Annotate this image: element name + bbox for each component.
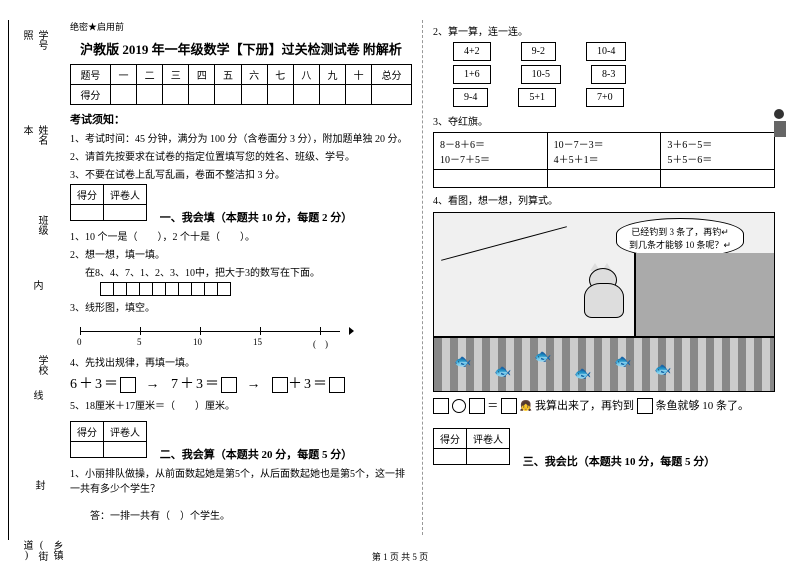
section2-title: 二、我会算（本题共 20 分，每题 5 分） bbox=[160, 446, 353, 462]
margin-xuexiao: 学校 bbox=[34, 355, 49, 375]
fish-icon: 🐟 bbox=[574, 366, 591, 383]
fish-icon: 🐟 bbox=[654, 362, 671, 379]
result-equation: ＝ 👧 我算出来了，再钓到 条鱼就够 10 条了。 bbox=[433, 397, 775, 414]
section3-title: 三、我会比（本题共 10 分，每题 5 分） bbox=[523, 453, 716, 469]
th-9: 九 bbox=[319, 65, 345, 85]
notice-2: 2、请首先按要求在试卷的指定位置填写您的姓名、班级、学号。 bbox=[70, 148, 412, 163]
section2-scorebox: 得分评卷人 bbox=[70, 421, 147, 458]
notice-heading: 考试须知： bbox=[70, 111, 412, 127]
confidential-label: 绝密★启用前 bbox=[70, 20, 412, 33]
th-7: 七 bbox=[267, 65, 293, 85]
left-column: 绝密★启用前 沪教版 2019 年一年级数学【下册】过关检测试卷 附解析 题号 … bbox=[60, 20, 423, 535]
th-5: 五 bbox=[215, 65, 241, 85]
section1-title: 一、我会填（本题共 10 分，每题 2 分） bbox=[160, 209, 353, 225]
th-1: 一 bbox=[110, 65, 136, 85]
margin-banji: 班级 bbox=[34, 215, 49, 235]
fish-icon: 🐟 bbox=[534, 349, 551, 366]
margin-nei: 内 bbox=[29, 280, 44, 290]
right-column: 2、算一算，连一连。 4+2 9-2 10-4 1+6 10-5 8-3 9-4… bbox=[423, 20, 785, 535]
calc-1p6: 1+6 bbox=[453, 65, 491, 84]
margin-ben: 本 bbox=[19, 125, 34, 135]
q1-3: 3、线形图，填空。 bbox=[70, 299, 412, 314]
fish-icon: 🐟 bbox=[454, 354, 471, 371]
margin-xian: 线 bbox=[29, 390, 44, 400]
q1-1: 1、10 个一是（ ），2 个十是（ ）。 bbox=[70, 228, 412, 243]
fish-icon: 🐟 bbox=[614, 354, 631, 371]
flag-table: 8－8＋6＝ 10－7＋5＝ 10－7－3＝ 4＋5＋1＝ 3＋6－5＝ 5＋5… bbox=[433, 132, 775, 188]
q2-4: 4、看图，想一想，列算式。 bbox=[433, 192, 775, 207]
th-2: 二 bbox=[137, 65, 163, 85]
fishing-cartoon: 已经钓到 3 条了，再钓↵ 到几条才能够 10 条呢？↵ 🐟 🐟 🐟 🐟 🐟 🐟 bbox=[433, 212, 775, 392]
margin-xingming: 姓名 bbox=[34, 125, 49, 145]
speech-bubble: 已经钓到 3 条了，再钓↵ 到几条才能够 10 条呢？↵ bbox=[616, 218, 744, 258]
th-total: 总分 bbox=[372, 65, 412, 85]
calc-7p0: 7+0 bbox=[586, 88, 624, 107]
q2-1-answer: 答：一排一共有（ ）个学生。 bbox=[90, 507, 412, 522]
calc-4p2: 4+2 bbox=[453, 42, 491, 61]
th-4: 四 bbox=[189, 65, 215, 85]
th-10: 十 bbox=[346, 65, 372, 85]
exam-title: 沪教版 2019 年一年级数学【下册】过关检测试卷 附解析 bbox=[70, 39, 412, 58]
answer-boxes bbox=[100, 282, 412, 296]
margin-zhao: 照 bbox=[19, 30, 34, 40]
th-3: 三 bbox=[163, 65, 189, 85]
calc-10m4: 10-4 bbox=[586, 42, 626, 61]
th-tihao: 题号 bbox=[71, 65, 111, 85]
th-8: 八 bbox=[293, 65, 319, 85]
section1-scorebox: 得分评卷人 bbox=[70, 184, 147, 221]
q1-2: 2、想一想，填一填。 bbox=[70, 246, 412, 261]
pattern-row: 6＋3＝ → 7＋3＝ → ＋3＝ bbox=[70, 373, 412, 393]
page-footer: 第 1 页 共 5 页 bbox=[0, 550, 800, 563]
q2-3: 3、夺红旗。 bbox=[433, 113, 775, 128]
q1-4: 4、先找出规律，再填一填。 bbox=[70, 354, 412, 369]
fish-icon: 🐟 bbox=[494, 364, 511, 381]
cat-icon bbox=[564, 268, 644, 328]
th-6: 六 bbox=[241, 65, 267, 85]
number-line: 0 5 10 15 ( ) bbox=[70, 319, 412, 349]
q2-2: 2、算一算，连一连。 bbox=[433, 23, 775, 38]
q1-2b: 在8、4、7、1、2、3、10中，把大于3的数写在下面。 bbox=[85, 264, 412, 279]
td-defen: 得分 bbox=[71, 85, 111, 105]
calc-8m3: 8-3 bbox=[591, 65, 626, 84]
margin-feng: 封 bbox=[31, 480, 46, 490]
flag-icon bbox=[774, 109, 794, 139]
q1-5: 5、18厘米＋17厘米＝（ ）厘米。 bbox=[70, 397, 412, 412]
calc-9m2: 9-2 bbox=[521, 42, 556, 61]
calc-9m4: 9-4 bbox=[453, 88, 488, 107]
notice-3: 3、不要在试卷上乱写乱画，卷面不整洁扣 3 分。 bbox=[70, 166, 412, 181]
section3-scorebox: 得分评卷人 bbox=[433, 428, 510, 465]
q2-1: 1、小丽排队做操，从前面数起她是第5个，从后面数起她也是第5个，这一排一共有多少… bbox=[70, 465, 412, 495]
calc-5p1: 5+1 bbox=[518, 88, 556, 107]
notice-1: 1、考试时间：45 分钟，满分为 100 分（含卷面分 3 分），附加题单独 2… bbox=[70, 130, 412, 145]
calc-10m5: 10-5 bbox=[521, 65, 561, 84]
score-table: 题号 一 二 三 四 五 六 七 八 九 十 总分 得分 bbox=[70, 64, 412, 105]
margin-xuehao: 学号 bbox=[34, 30, 49, 50]
